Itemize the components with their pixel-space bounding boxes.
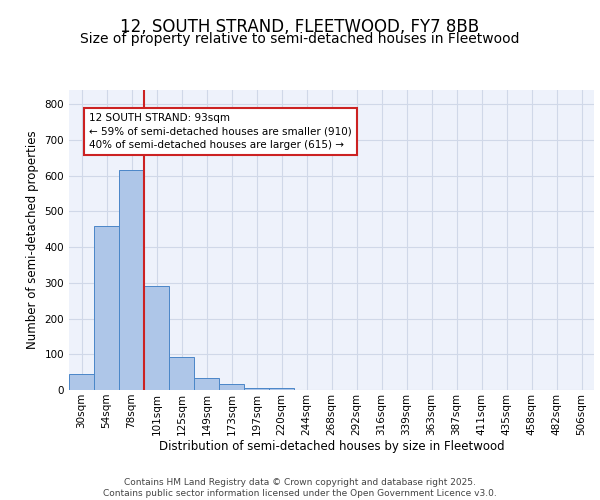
Text: 12 SOUTH STRAND: 93sqm
← 59% of semi-detached houses are smaller (910)
40% of se: 12 SOUTH STRAND: 93sqm ← 59% of semi-det… [89, 113, 352, 150]
Bar [69, 374, 94, 390]
Bar [119, 170, 144, 390]
Bar [169, 357, 194, 390]
Bar [269, 388, 294, 390]
Bar [219, 384, 244, 390]
Text: Contains HM Land Registry data © Crown copyright and database right 2025.
Contai: Contains HM Land Registry data © Crown c… [103, 478, 497, 498]
Bar [194, 378, 219, 390]
Bar [144, 286, 169, 390]
Text: Size of property relative to semi-detached houses in Fleetwood: Size of property relative to semi-detach… [80, 32, 520, 46]
Text: 12, SOUTH STRAND, FLEETWOOD, FY7 8BB: 12, SOUTH STRAND, FLEETWOOD, FY7 8BB [121, 18, 479, 36]
Y-axis label: Number of semi-detached properties: Number of semi-detached properties [26, 130, 39, 350]
Bar [244, 388, 269, 390]
Bar [94, 226, 119, 390]
X-axis label: Distribution of semi-detached houses by size in Fleetwood: Distribution of semi-detached houses by … [158, 440, 505, 454]
